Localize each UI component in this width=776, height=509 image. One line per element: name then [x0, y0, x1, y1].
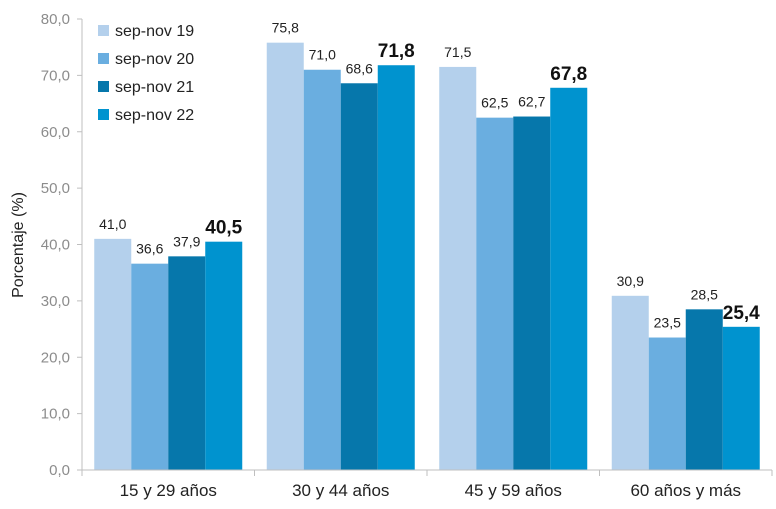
data-label: 62,5 — [481, 95, 508, 111]
data-label: 71,8 — [378, 41, 415, 62]
data-label: 62,7 — [518, 94, 545, 110]
legend-swatch — [98, 81, 109, 92]
data-label: 68,6 — [346, 60, 373, 76]
legend-swatch — [98, 53, 109, 64]
data-label: 37,9 — [173, 233, 200, 249]
data-label: 71,0 — [309, 47, 336, 63]
data-label: 67,8 — [550, 64, 587, 85]
x-tick-label: 30 y 44 años — [292, 481, 389, 500]
bar — [476, 117, 514, 470]
bar — [340, 83, 378, 470]
x-tick-label: 45 y 59 años — [465, 481, 562, 500]
bar — [303, 69, 341, 471]
bar — [266, 42, 304, 471]
y-tick-label: 30,0 — [41, 293, 70, 310]
data-label: 40,5 — [205, 218, 242, 239]
legend: sep-nov 19 sep-nov 20 sep-nov 21 sep-nov 22 — [98, 23, 194, 124]
bar — [685, 309, 723, 470]
data-label: 41,0 — [99, 216, 126, 232]
data-label: 23,5 — [654, 315, 681, 331]
bar — [205, 241, 243, 470]
data-label: 25,4 — [723, 303, 760, 324]
x-tick-label: 60 años y más — [630, 481, 741, 500]
bar — [648, 337, 686, 470]
bar — [611, 295, 649, 470]
bar — [94, 238, 132, 470]
x-tick-label: 15 y 29 años — [120, 481, 217, 500]
y-tick-label: 70,0 — [41, 67, 70, 84]
y-tick-label: 50,0 — [41, 180, 70, 197]
data-label: 71,5 — [444, 44, 471, 60]
legend-entry: sep-nov 20 — [115, 51, 194, 68]
bar — [513, 116, 551, 470]
x-axis: 15 y 29 años 30 y 44 años 45 y 59 años 60 a… — [81, 469, 773, 500]
data-labels: 41,0 36,6 37,9 40,5 75,8 71,0 68,6 71,8 71,5 62,5… — [99, 20, 760, 331]
bar — [377, 65, 415, 470]
legend-swatch — [98, 109, 109, 120]
bar — [439, 66, 477, 470]
legend-entry: sep-nov 21 — [115, 79, 194, 96]
legend-entry: sep-nov 22 — [115, 107, 194, 124]
data-label: 75,8 — [272, 20, 299, 36]
y-tick-label: 0,0 — [49, 462, 70, 479]
legend-swatch — [98, 25, 109, 36]
y-tick-label: 80,0 — [41, 11, 70, 28]
legend-entry: sep-nov 19 — [115, 23, 194, 40]
bar — [168, 256, 206, 470]
bar — [550, 87, 588, 470]
bars — [94, 42, 760, 471]
y-axis: 0,0 10,0 20,0 30,0 40,0 50,0 60,0 70,0 80,0 — [41, 11, 83, 479]
y-tick-label: 20,0 — [41, 349, 70, 366]
y-axis-label: Porcentaje (%) — [10, 192, 27, 298]
bar — [722, 326, 760, 470]
bar — [131, 263, 169, 470]
y-tick-label: 60,0 — [41, 124, 70, 141]
data-label: 36,6 — [136, 241, 163, 257]
data-label: 30,9 — [617, 273, 644, 289]
y-tick-label: 40,0 — [41, 237, 70, 254]
y-tick-label: 10,0 — [41, 406, 70, 423]
data-label: 28,5 — [691, 286, 718, 302]
